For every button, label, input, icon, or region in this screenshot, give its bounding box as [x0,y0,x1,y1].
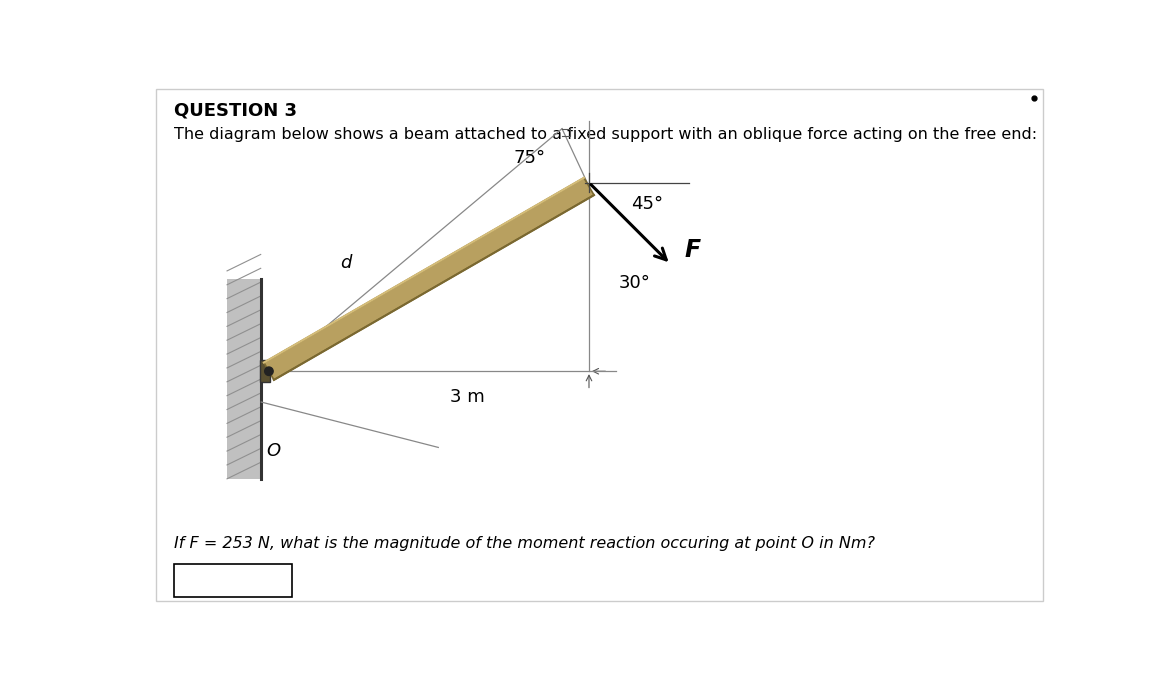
Text: O: O [266,442,280,460]
Text: F: F [684,238,700,262]
Polygon shape [264,178,594,380]
Text: QUESTION 3: QUESTION 3 [175,101,297,120]
Text: 45°: 45° [631,195,664,213]
Polygon shape [175,564,292,597]
Text: 30°: 30° [618,274,650,291]
Text: 3 m: 3 m [450,388,484,406]
Polygon shape [226,279,262,479]
Circle shape [265,367,273,375]
Text: The diagram below shows a beam attached to a fixed support with an oblique force: The diagram below shows a beam attached … [175,127,1037,142]
Text: 75°: 75° [514,149,545,167]
Text: If F = 253 N, what is the magnitude of the moment reaction occuring at point O i: If F = 253 N, what is the magnitude of t… [175,536,875,551]
Text: d: d [340,255,352,272]
Polygon shape [259,360,271,382]
